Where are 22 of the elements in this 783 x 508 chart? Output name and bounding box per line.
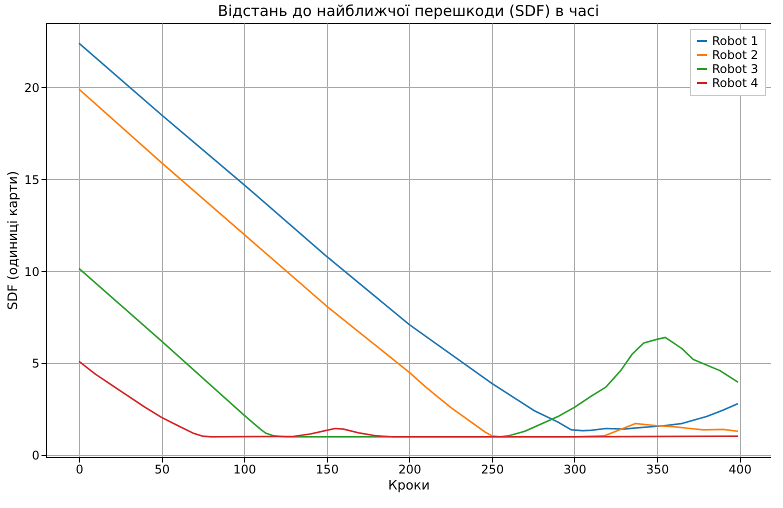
y-tick-label: 0	[32, 448, 40, 463]
x-tick-label: 150	[316, 462, 339, 476]
x-tick-label: 200	[398, 462, 422, 476]
x-tick-label: 300	[564, 462, 586, 476]
x-tick-label: 50	[154, 462, 170, 476]
legend-label: Robot 3	[712, 62, 758, 76]
x-tick-label: 100	[233, 462, 256, 476]
legend-label: Robot 1	[712, 34, 758, 48]
x-tick-label: 0	[76, 462, 84, 476]
legend-label: Robot 4	[712, 76, 758, 90]
y-axis-title: SDF (одиниці карти)	[6, 170, 22, 310]
line-series	[78, 360, 739, 438]
y-tick-label: 20	[24, 80, 40, 95]
chart-title: Відстань до найближчої перешкоди (SDF) в часі	[218, 2, 600, 20]
y-tick-label: 5	[32, 356, 40, 371]
x-axis-title: Кроки	[388, 478, 430, 494]
legend-label: Robot 2	[712, 48, 758, 62]
y-tick-label: 15	[24, 172, 40, 187]
x-tick-label: 400	[728, 462, 752, 476]
x-tick-label: 250	[480, 462, 504, 476]
x-tick-label: 350	[646, 462, 669, 476]
y-tick-label: 10	[24, 264, 40, 279]
